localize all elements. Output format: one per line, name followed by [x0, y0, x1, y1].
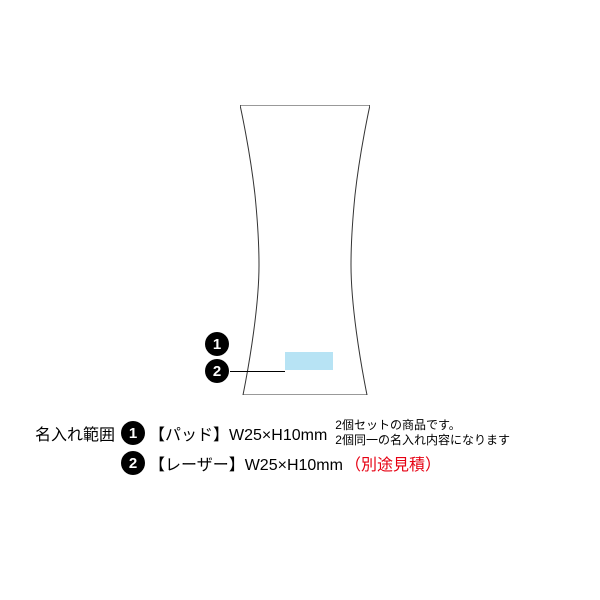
legend-label-1: 【パッド】W25×H10mm — [149, 421, 327, 445]
legend-note-1-line-2: 2個同一の名入れ内容になります — [335, 433, 510, 448]
diagram-canvas: 1 2 名入れ範囲 1 【パッド】W25×H10mm 2個セットの商品です。 2… — [0, 0, 600, 600]
legend-badge-1: 1 — [121, 421, 145, 445]
legend-red-note: （別途見積） — [345, 451, 441, 475]
legend-row-1: 名入れ範囲 1 【パッド】W25×H10mm 2個セットの商品です。 2個同一の… — [35, 418, 575, 448]
legend-block: 名入れ範囲 1 【パッド】W25×H10mm 2個セットの商品です。 2個同一の… — [35, 418, 575, 478]
legend-note-1: 2個セットの商品です。 2個同一の名入れ内容になります — [335, 418, 510, 448]
legend-badge-2: 2 — [121, 451, 145, 475]
leader-line — [230, 371, 285, 372]
legend-row-2: 名入れ範囲 2 【レーザー】W25×H10mm （別途見積） — [35, 451, 575, 475]
print-area-marker — [285, 352, 333, 370]
marker-badge-1: 1 — [205, 332, 229, 356]
marker-badge-2: 2 — [205, 359, 229, 383]
legend-label-2: 【レーザー】W25×H10mm — [149, 451, 343, 475]
marker-badge-stack: 1 2 — [205, 332, 229, 383]
legend-note-1-line-1: 2個セットの商品です。 — [335, 418, 510, 433]
legend-title: 名入れ範囲 — [35, 421, 115, 445]
